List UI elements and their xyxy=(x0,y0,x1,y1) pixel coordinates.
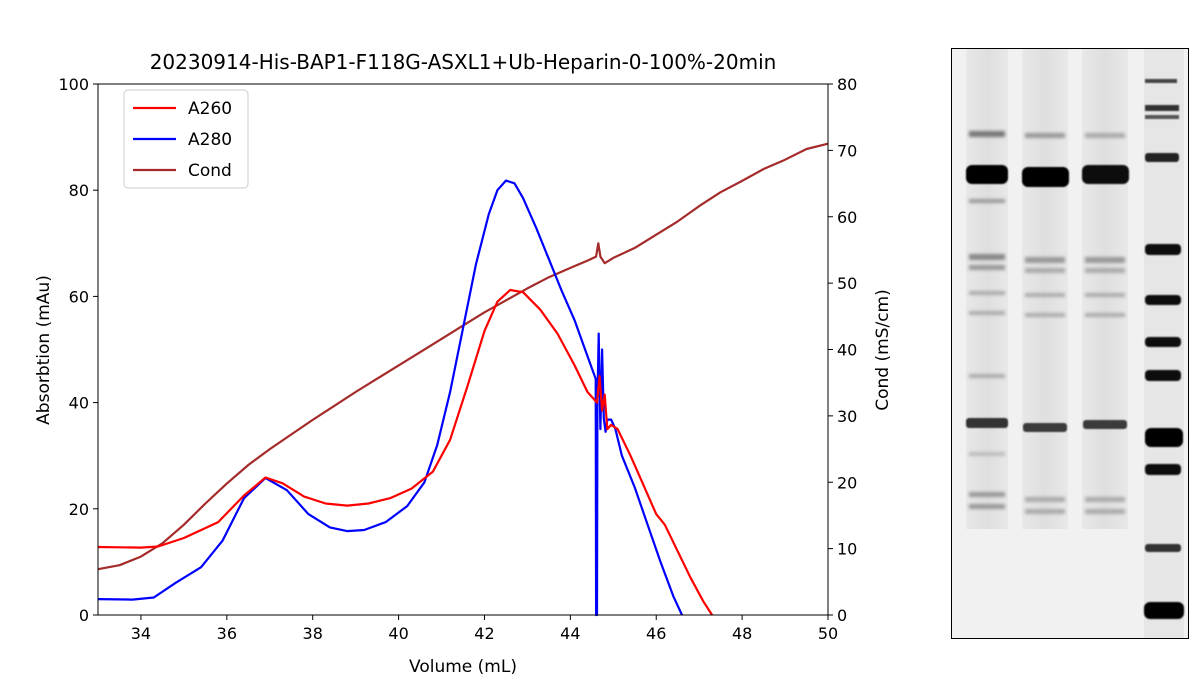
y-axis-left: 0 20 40 60 80 100 xyxy=(58,75,98,625)
gel-lane-3 xyxy=(1082,49,1129,529)
x-tick-label: 46 xyxy=(646,624,666,643)
gel-ladder-lane xyxy=(1144,49,1184,638)
y-axis-right: 0 10 20 30 40 50 60 70 80 xyxy=(828,75,857,625)
legend-label-a280: A280 xyxy=(188,130,232,150)
x-tick-label: 48 xyxy=(732,624,752,643)
x-tick-label: 38 xyxy=(303,624,323,643)
x-tick-label: 34 xyxy=(131,624,151,643)
y-tick-label: 20 xyxy=(69,500,89,519)
y-tick-label: 60 xyxy=(69,287,89,306)
x-tick-label: 36 xyxy=(217,624,237,643)
y2-tick-label: 60 xyxy=(837,208,857,227)
y-axis-label: Absorbtion (mAu) xyxy=(34,275,54,425)
x-axis: 34 36 38 40 42 44 46 48 50 xyxy=(131,615,838,643)
y2-tick-label: 0 xyxy=(837,606,847,625)
x-tick-label: 40 xyxy=(388,624,408,643)
x-tick-label: 50 xyxy=(818,624,838,643)
y-tick-label: 0 xyxy=(79,606,89,625)
sds-page-gel-image xyxy=(951,48,1189,639)
x-axis-label: Volume (mL) xyxy=(409,657,517,677)
y2-tick-label: 40 xyxy=(837,341,857,360)
legend: A260 A280 Cond xyxy=(123,89,249,189)
x-tick-label: 44 xyxy=(560,624,580,643)
y-tick-label: 80 xyxy=(69,181,89,200)
y2-tick-label: 20 xyxy=(837,473,857,492)
series-line-cond xyxy=(97,142,829,571)
y2-tick-label: 80 xyxy=(837,75,857,94)
legend-label-cond: Cond xyxy=(188,161,232,181)
chromatogram-chart: 20230914-His-BAP1-F118G-ASXL1+Ub-Heparin… xyxy=(34,50,893,677)
chart-title: 20230914-His-BAP1-F118G-ASXL1+Ub-Heparin… xyxy=(150,50,777,74)
series-line-a260 xyxy=(97,288,714,616)
series-layer xyxy=(97,142,829,617)
gel-lane-1 xyxy=(966,49,1008,529)
legend-label-a260: A260 xyxy=(188,99,232,119)
y2-axis-label: Cond (mS/cm) xyxy=(873,289,893,411)
y-tick-label: 40 xyxy=(69,394,89,413)
y2-tick-label: 50 xyxy=(837,274,857,293)
gel-lane-2 xyxy=(1022,49,1069,529)
legend-box xyxy=(123,89,249,189)
y2-tick-label: 30 xyxy=(837,407,857,426)
y2-tick-label: 70 xyxy=(837,141,857,160)
y2-tick-label: 10 xyxy=(837,540,857,559)
y-tick-label: 100 xyxy=(58,75,89,94)
x-tick-label: 42 xyxy=(474,624,494,643)
series-line-a280 xyxy=(97,179,683,617)
